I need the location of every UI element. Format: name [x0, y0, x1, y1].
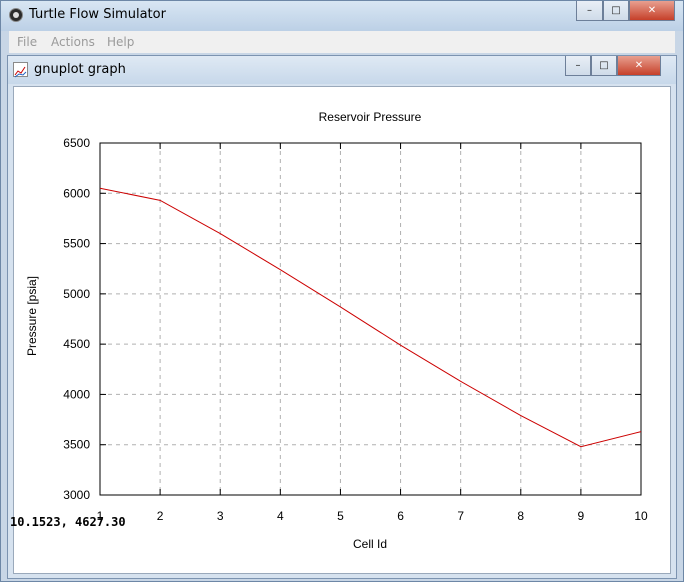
y-tick-label: 6000 — [63, 186, 90, 200]
gnuplot-window-controls: – □ ✕ — [565, 56, 661, 76]
gnuplot-minimize-button[interactable]: – — [565, 56, 591, 76]
pressure-chart[interactable]: 1 2 3 4 5 6 7 8 9 10 3000 3500 4000 4500 5000 5500 6000 6… — [14, 87, 670, 573]
x-tick-label: 4 — [277, 509, 284, 523]
plot-canvas[interactable]: 1 2 3 4 5 6 7 8 9 10 3000 3500 4000 4500 5000 5500 6000 6… — [13, 86, 671, 574]
chart-title: Reservoir Pressure — [319, 110, 422, 124]
menu-actions[interactable]: Actions — [51, 35, 95, 49]
minimize-button[interactable]: – — [576, 1, 603, 21]
graph-icon — [13, 62, 28, 78]
y-tick-label: 3500 — [63, 438, 90, 452]
y-tick-label: 6500 — [63, 136, 90, 150]
x-axis-label: Cell Id — [353, 537, 387, 551]
x-tick-label: 5 — [337, 509, 344, 523]
x-tick-label: 3 — [217, 509, 224, 523]
y-tick-label: 5500 — [63, 237, 90, 251]
gnuplot-maximize-button[interactable]: □ — [591, 56, 617, 76]
y-tick-label: 3000 — [63, 488, 90, 502]
close-button[interactable]: ✕ — [629, 1, 675, 21]
gnuplot-window: gnuplot graph – □ ✕ 1 2 3 4 5 6 7 8 9 10 3000 3500 4… — [7, 55, 677, 579]
x-tick-label: 8 — [517, 509, 524, 523]
y-tick-label: 4000 — [63, 387, 90, 401]
x-tick-label: 6 — [397, 509, 404, 523]
maximize-button[interactable]: □ — [603, 1, 629, 21]
window-controls: – □ ✕ — [576, 1, 675, 21]
x-tick-label: 7 — [457, 509, 464, 523]
plot-frame — [99, 142, 642, 496]
window-title: Turtle Flow Simulator — [29, 7, 166, 22]
y-tick-label: 4500 — [63, 337, 90, 351]
x-tick-label: 1 — [97, 509, 104, 523]
x-tick-label: 2 — [157, 509, 164, 523]
main-titlebar[interactable]: Turtle Flow Simulator – □ ✕ — [1, 1, 683, 31]
gnuplot-titlebar[interactable]: gnuplot graph – □ ✕ — [8, 56, 676, 84]
turtle-app-icon — [9, 8, 23, 22]
pressure-series-line — [99, 187, 642, 448]
menu-help[interactable]: Help — [107, 35, 135, 49]
x-tick-label: 9 — [578, 509, 585, 523]
menu-file[interactable]: File — [17, 35, 38, 49]
y-tick-label: 5000 — [63, 287, 90, 301]
x-tick-label: 10 — [634, 509, 648, 523]
menu-bar: File Actions Help — [9, 31, 675, 53]
gnuplot-close-button[interactable]: ✕ — [617, 56, 661, 76]
y-axis-label: Pressure [psia] — [25, 276, 39, 356]
gnuplot-window-title: gnuplot graph — [34, 62, 126, 77]
cursor-coordinates: 10.1523, 4627.30 — [10, 515, 126, 529]
